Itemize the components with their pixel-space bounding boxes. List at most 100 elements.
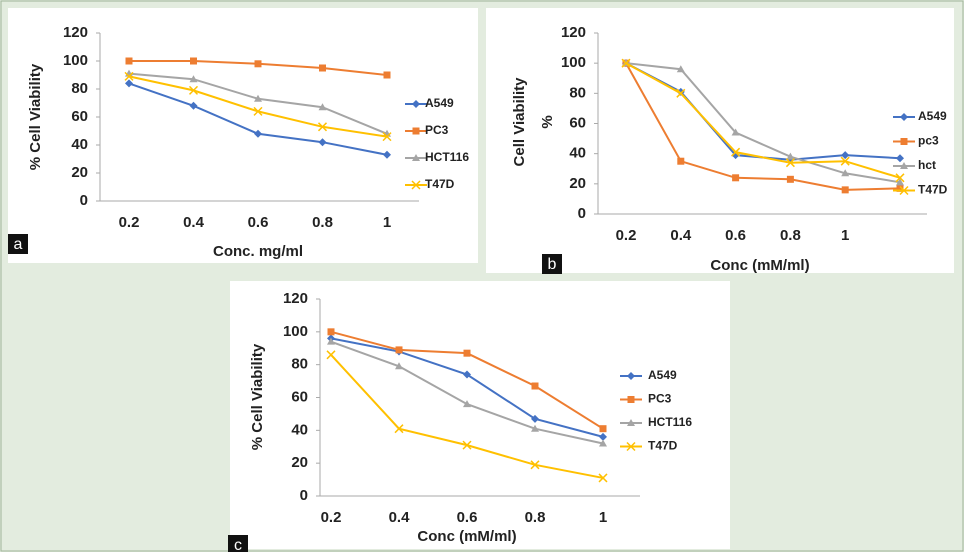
series-line [625,62,901,184]
marker [900,138,908,145]
marker [841,186,849,194]
y-tick-label: 60 [569,114,586,131]
marker [531,382,539,390]
marker [627,372,635,380]
legend-label: HCT116 [648,415,692,429]
legend-label: pc3 [918,134,939,148]
marker [253,106,263,116]
marker [411,180,421,190]
x-tick-label: 0.4 [670,227,692,244]
legend-label: A549 [918,109,947,123]
marker [599,425,607,433]
x-tick-label: 0.8 [312,214,333,231]
y-tick-label: 80 [569,84,586,101]
marker [900,162,908,169]
y-tick-label: 100 [561,54,586,71]
x-tick-label: 0.6 [725,227,746,244]
marker [463,370,471,379]
marker [124,71,134,81]
marker [412,154,420,161]
marker [896,184,904,192]
y-tick-label: 80 [71,80,88,97]
marker [899,185,909,196]
marker [463,349,471,357]
marker [896,154,904,163]
marker [627,396,635,403]
marker [254,60,262,68]
y-tick-label: 120 [283,290,308,307]
marker [394,424,404,434]
marker [676,65,685,73]
y-tick-label: 0 [80,192,88,209]
marker [383,150,391,159]
marker [786,152,795,160]
y-tick-label: 80 [291,356,308,373]
marker [395,346,403,354]
marker [530,460,540,470]
marker [317,122,328,132]
panel-label-box [8,234,28,254]
marker [125,57,133,65]
marker [599,439,607,447]
x-tick-label: 0.4 [183,214,205,231]
y-axis-title: % Cell Viability [249,343,266,450]
series-line [625,62,901,191]
y-axis-title: % [539,115,556,128]
marker [599,432,607,441]
panel-label: c [234,537,242,552]
marker [189,101,198,110]
marker [841,169,850,177]
series-line [625,62,901,179]
y-tick-label: 20 [71,164,88,181]
marker [677,157,685,165]
y-tick-label: 100 [63,52,88,69]
marker [896,178,904,186]
y-tick-label: 0 [578,205,586,222]
x-tick-label: 1 [383,214,391,231]
x-tick-label: 0.2 [616,227,637,244]
marker [840,156,850,166]
marker [189,75,198,83]
marker [900,113,908,121]
marker [676,87,685,96]
marker [254,94,262,102]
marker [318,103,327,111]
x-axis-title: Conc. mg/ml [213,243,303,260]
legend-label: hct [918,158,936,172]
x-tick-label: 0.8 [525,509,546,526]
legend-label: A549 [648,368,677,382]
legend-label: PC3 [648,392,672,406]
marker [188,85,199,95]
panel-label-box [542,254,562,274]
marker [626,441,636,452]
x-tick-label: 1 [599,509,607,526]
legend-label: T47D [918,183,948,197]
y-axis-title: Cell Viability [511,77,528,167]
panel [230,281,730,549]
legend-label: HCT116 [425,150,469,164]
marker [676,88,686,98]
marker [327,328,335,336]
y-axis-title: % Cell Viability [27,63,44,170]
x-tick-label: 0.8 [780,227,801,244]
marker [190,57,197,65]
y-tick-label: 40 [291,421,308,438]
y-tick-label: 120 [63,24,88,41]
legend-label: T47D [648,439,678,453]
panel-label: a [14,236,23,253]
legend-label: A549 [425,96,454,110]
x-tick-label: 0.6 [457,509,478,526]
marker [895,173,905,183]
x-tick-label: 1 [841,227,849,244]
panel [486,8,954,273]
marker [326,350,336,360]
marker [412,127,420,135]
marker [531,424,539,432]
legend-label: T47D [425,177,455,191]
x-tick-label: 0.2 [321,509,342,526]
marker [254,129,262,138]
marker [732,174,740,182]
x-tick-label: 0.6 [248,214,269,231]
